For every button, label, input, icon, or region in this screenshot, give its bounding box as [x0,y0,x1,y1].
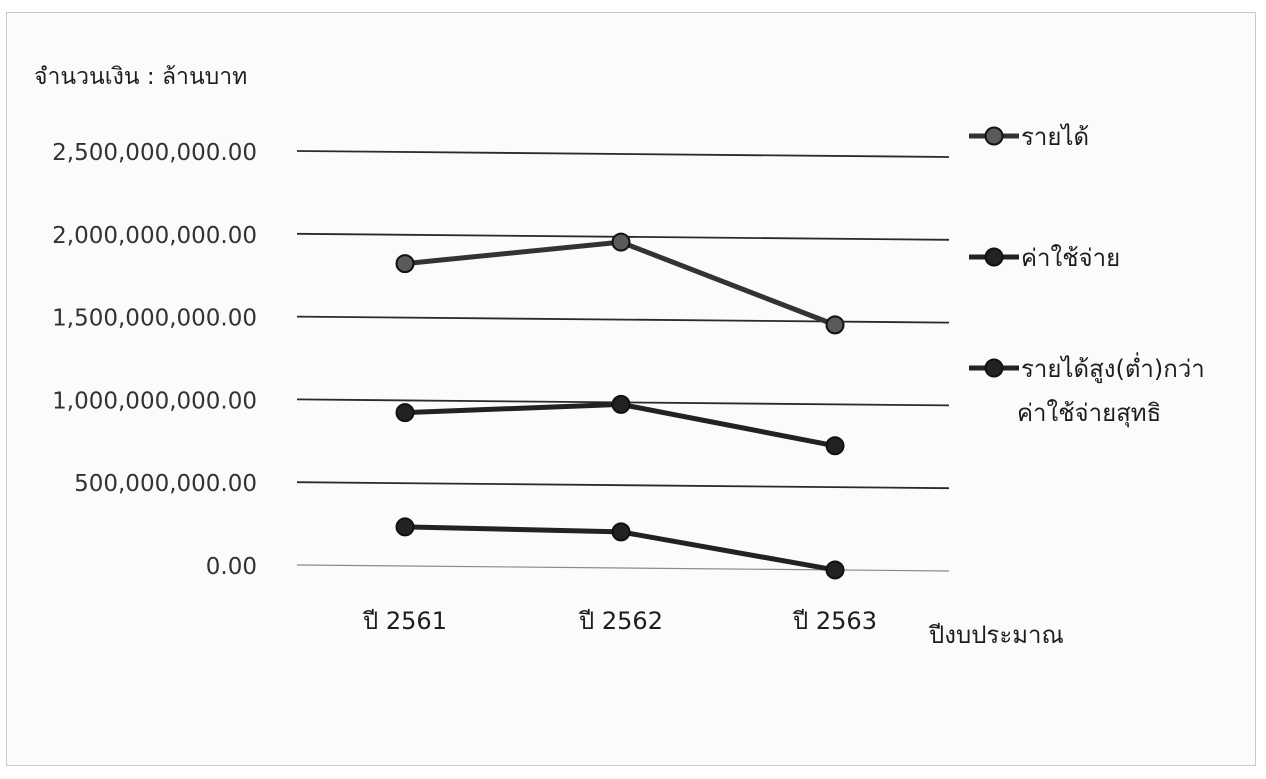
gridline [296,481,950,490]
series-line [402,239,838,328]
legend-label: ค่าใช้จ่าย [1021,244,1120,272]
y-tick-labels: 0.00 500,000,000.00 1,000,000,000.00 1,500,… [52,140,257,580]
x-tick-label: ปี 2561 [362,607,447,635]
y-tick-label: 500,000,000.00 [74,471,257,497]
series-2 [395,394,845,456]
x-axis-label: ปีงบประมาณ [928,621,1064,649]
data-point [395,254,415,274]
legend-item-1: รายได้ [969,123,1089,151]
legend-item-3: รายได้สูง(ต่ำ)กว่าค่าใช้จ่ายสุทธิ [969,352,1205,428]
data-point [825,315,845,335]
data-point [825,436,845,456]
data-point [825,560,845,580]
y-axis-label: จำนวนเงิน : ล้านบาท [34,64,247,90]
data-point [395,517,415,537]
data-point [611,522,631,542]
x-tick-label: ปี 2563 [792,607,877,635]
data-point [395,403,415,423]
data-point [611,232,631,252]
legend-label: รายได้สูง(ต่ำ)กว่าค่าใช้จ่ายสุทธิ [1017,352,1205,428]
chart-frame: จำนวนเงิน : ล้านบาท 0.00 500,000,000.00 1,… [6,12,1256,766]
legend-swatch-marker [984,358,1004,378]
gridline [296,315,950,324]
legend-swatch-marker [984,126,1004,146]
gridline [296,150,950,158]
x-tick-label: ปี 2562 [578,607,663,635]
series-3 [395,517,845,580]
legend-label: รายได้ [1021,123,1089,151]
gridlines [296,150,950,572]
y-tick-label: 2,000,000,000.00 [52,223,257,249]
series-1 [395,232,845,335]
gridline [296,564,950,572]
y-tick-label: 1,000,000,000.00 [52,388,257,414]
data-point [611,394,631,414]
y-tick-label: 1,500,000,000.00 [52,306,257,332]
legend-swatch-marker [984,247,1004,267]
legend: รายได้ค่าใช้จ่ายรายได้สูง(ต่ำ)กว่าค่าใช้… [969,123,1205,428]
series-lines [395,232,845,580]
legend-item-2: ค่าใช้จ่าย [969,244,1120,272]
y-tick-label: 0.00 [206,554,257,580]
y-tick-label: 2,500,000,000.00 [52,140,257,166]
x-tick-labels: ปี 2561 ปี 2562 ปี 2563 [362,607,877,635]
line-chart: จำนวนเงิน : ล้านบาท 0.00 500,000,000.00 1,… [34,64,1205,649]
